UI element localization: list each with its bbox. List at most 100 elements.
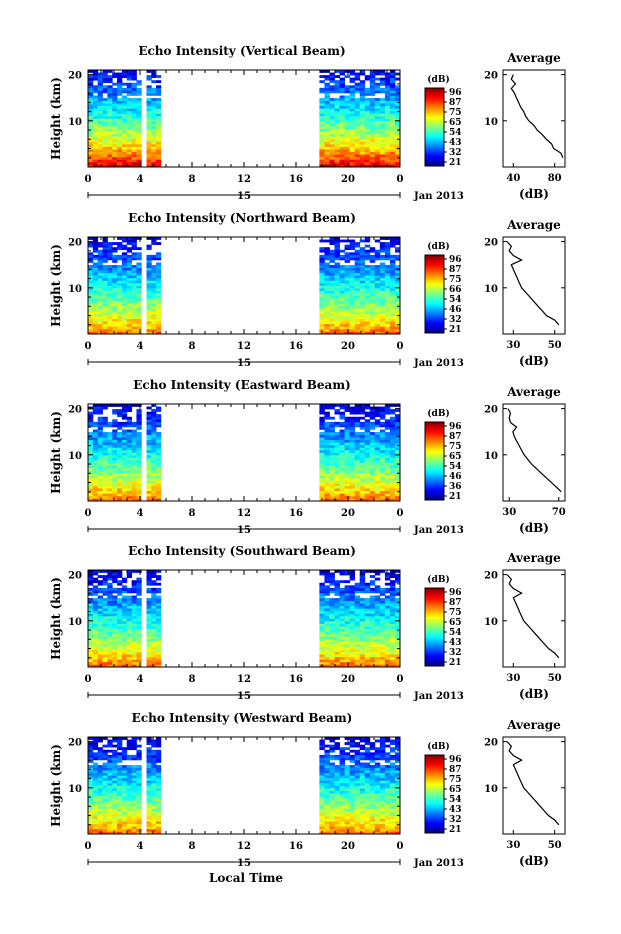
heatmap-cell (117, 162, 122, 165)
heatmap-cell (93, 98, 98, 101)
heatmap-cell (103, 257, 108, 260)
heatmap-cell (127, 616, 132, 619)
heatmap-cell (98, 481, 103, 484)
heatmap-cell (103, 111, 108, 114)
heatmap-cell (117, 136, 122, 139)
heatmap-cell (340, 481, 345, 484)
heatmap-cell (107, 298, 112, 301)
heatmap-cell (355, 257, 360, 260)
heatmap-cell (345, 432, 350, 435)
heatmap-cell (93, 811, 98, 814)
heatmap-cell (324, 265, 329, 268)
heatmap-cell (335, 265, 340, 268)
heatmap-cell (365, 311, 370, 314)
heatmap-cell (340, 442, 345, 445)
heatmap-cell (156, 129, 161, 132)
heatmap-cell (117, 493, 122, 496)
heatmap-cell (340, 445, 345, 448)
heatmap-cell (147, 657, 152, 660)
heatmap-cell (355, 144, 360, 147)
heatmap-cell (147, 311, 152, 314)
heatmap-cell (136, 419, 141, 422)
heatmap-cell (88, 626, 93, 629)
heatmap-cell (324, 407, 329, 410)
heatmap-cell (355, 470, 360, 473)
heatmap-cell (132, 585, 137, 588)
heatmap-cell (350, 585, 355, 588)
heatmap-cell (355, 83, 360, 86)
heatmap-cell (340, 113, 345, 116)
heatmap-cell (122, 301, 127, 304)
heatmap-cell (324, 450, 329, 453)
heatmap-cell (156, 278, 161, 281)
heatmap-cell (98, 152, 103, 155)
heatmap-cell (329, 608, 334, 611)
heatmap-cell (324, 113, 329, 116)
heatmap-cell (355, 157, 360, 160)
colorbar-tick-label: 21 (449, 158, 462, 168)
heatmap-cell (93, 240, 98, 243)
heatmap-cell (136, 329, 141, 332)
heatmap-cell (88, 631, 93, 634)
heatmap-cell (127, 613, 132, 616)
heatmap-cell (122, 801, 127, 804)
heatmap-cell (390, 641, 395, 644)
heatmap-cell (107, 450, 112, 453)
heatmap-cell (365, 250, 370, 253)
heatmap-cell (107, 308, 112, 311)
heatmap-cell (335, 270, 340, 273)
heatmap-cell (132, 245, 137, 248)
heatmap-cell (370, 260, 375, 263)
heatmap-cell (340, 435, 345, 438)
heatmap-cell (122, 268, 127, 271)
heatmap-cell (324, 101, 329, 104)
heatmap-cell (329, 250, 334, 253)
heatmap-cell (340, 319, 345, 322)
heatmap-cell (319, 649, 324, 652)
heatmap-cell (98, 606, 103, 609)
heatmap-cell (127, 409, 132, 412)
heatmap-cell (117, 98, 122, 101)
heatmap-cell (360, 247, 365, 250)
heatmap-cell (103, 826, 108, 829)
heatmap-cell (132, 152, 137, 155)
heatmap-cell (112, 473, 117, 476)
heatmap-cell (132, 268, 137, 271)
heatmap-cell (147, 149, 152, 152)
heatmap-cell (365, 468, 370, 471)
heatmap-cell (360, 613, 365, 616)
heatmap-cell (375, 460, 380, 463)
heatmap-cell (151, 654, 156, 657)
heatmap-cell (122, 326, 127, 329)
heatmap-cell (136, 308, 141, 311)
heatmap-cell (98, 98, 103, 101)
heatmap-cell (385, 442, 390, 445)
heatmap-cell (365, 465, 370, 468)
heatmap-cell (385, 578, 390, 581)
heatmap-cell (107, 134, 112, 137)
heatmap-cell (324, 458, 329, 461)
heatmap-cell (360, 324, 365, 327)
heatmap-cell (390, 316, 395, 319)
heatmap-cell (335, 293, 340, 296)
heatmap-cell (390, 141, 395, 144)
heatmap-cell (103, 154, 108, 157)
heatmap-cell (324, 88, 329, 91)
heatmap-cell (156, 596, 161, 599)
heatmap-cell (375, 613, 380, 616)
heatmap-cell (390, 593, 395, 596)
heatmap-cell (360, 603, 365, 606)
heatmap-cell (88, 826, 93, 829)
y-tick-label: 20 (68, 71, 82, 82)
heatmap-cell (112, 608, 117, 611)
heatmap-cell (380, 453, 385, 456)
heatmap-cell (385, 257, 390, 260)
x-tick-label: 8 (189, 174, 196, 185)
heatmap-cell (370, 440, 375, 443)
heatmap-cell (136, 626, 141, 629)
heatmap-cell (375, 119, 380, 122)
heatmap-cell (385, 113, 390, 116)
heatmap-cell (156, 126, 161, 129)
colorbar-tick-label: 54 (449, 462, 462, 472)
heatmap-cell (380, 588, 385, 591)
